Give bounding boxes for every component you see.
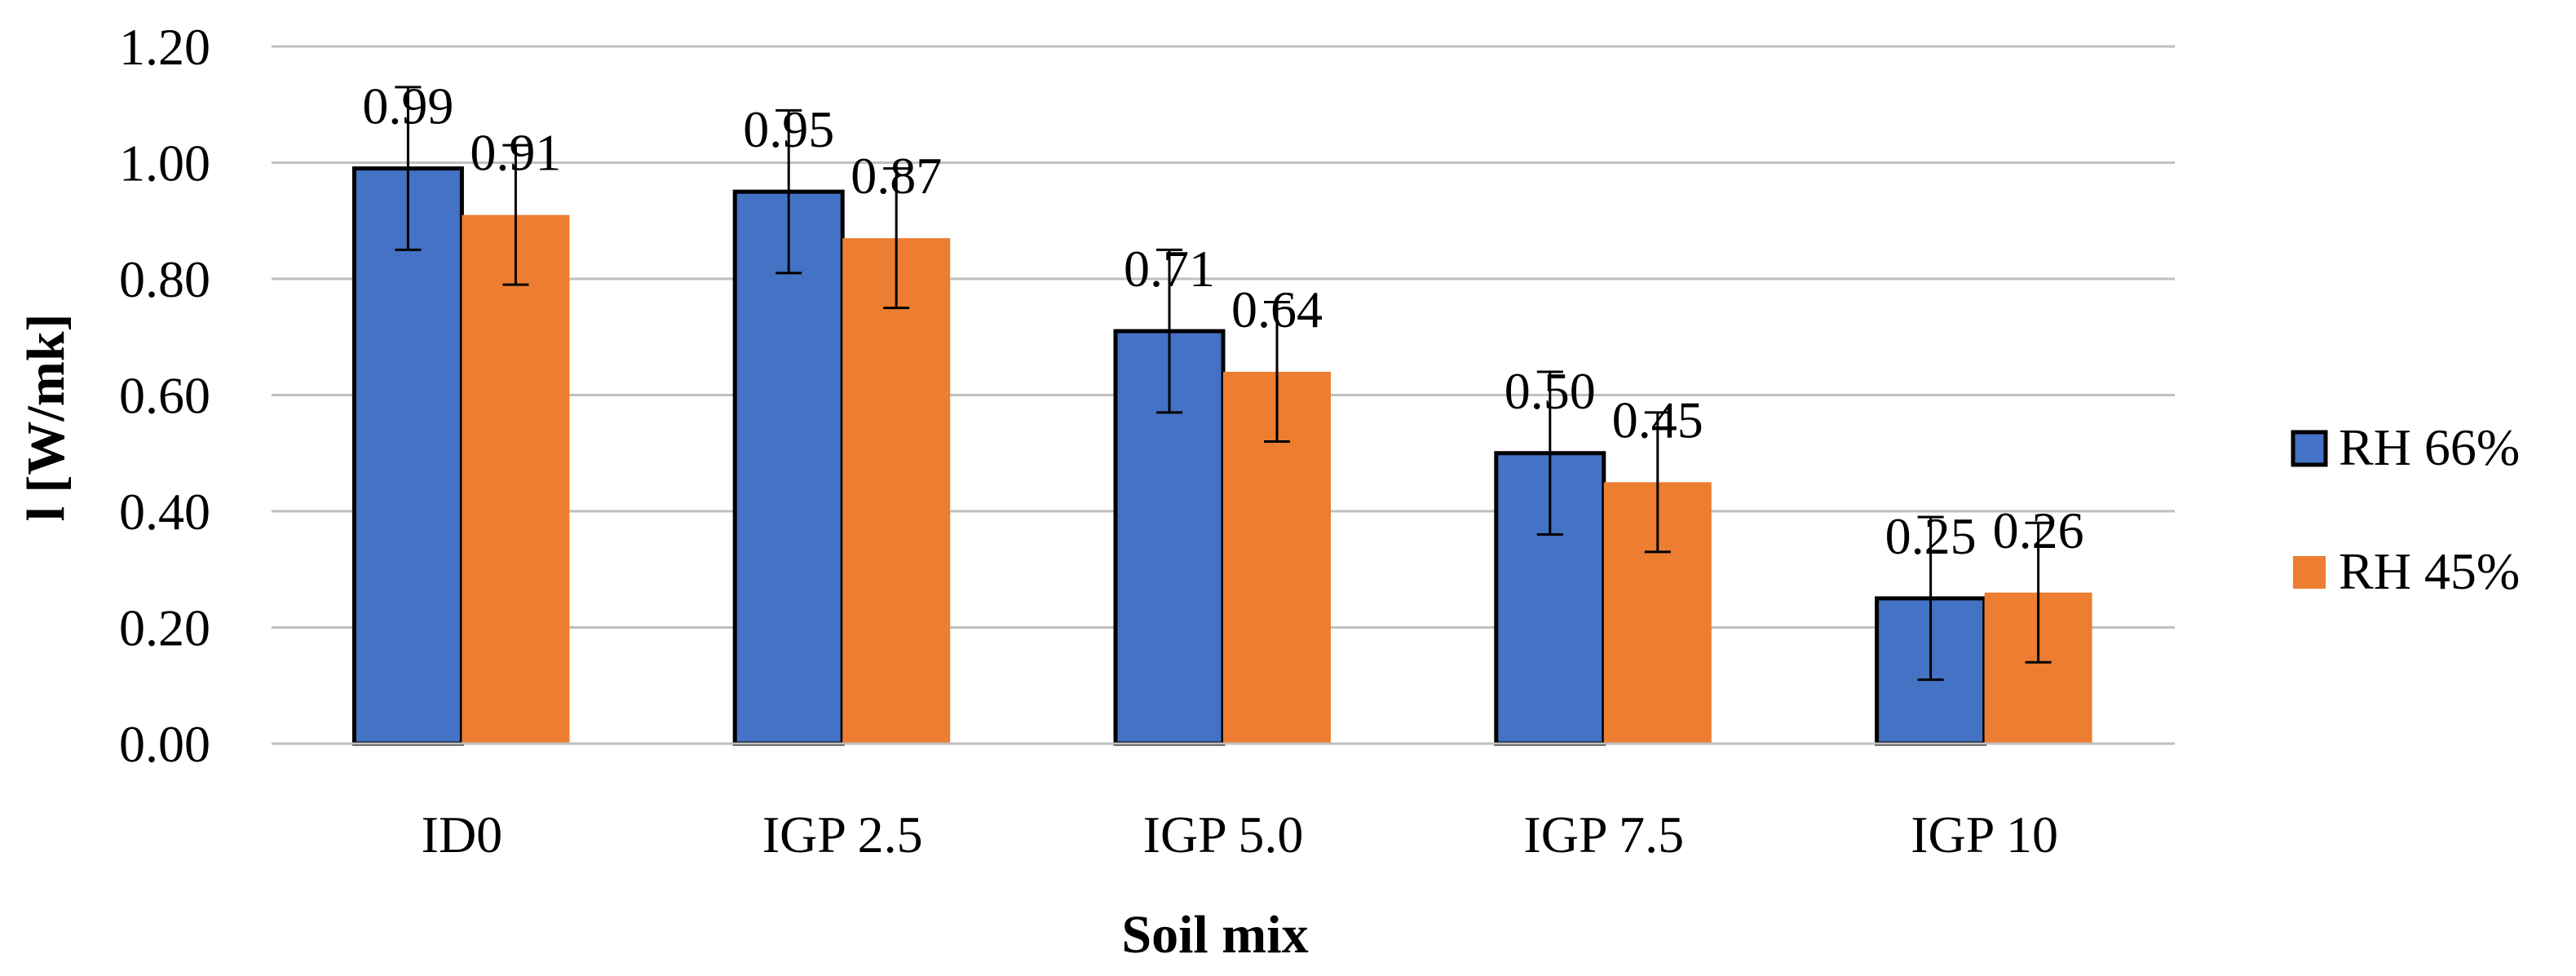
x-category-label: IGP 7.5: [1523, 806, 1684, 863]
y-tick-label: 0.40: [119, 483, 210, 541]
legend-label-rh-66: RH 66%: [2339, 418, 2520, 476]
y-tick-label: 0.80: [119, 250, 210, 308]
y-tick-label: 0.00: [119, 715, 210, 773]
data-label: 0.95: [743, 100, 834, 158]
x-category-label: IGP 10: [1911, 806, 2058, 863]
data-labels: 0.99 0.91 0.95 0.87 0.71 0.64 0.50 0.45 0.25 0.26: [362, 77, 2083, 565]
data-label: 0.45: [1612, 391, 1703, 448]
bar-rh-66--0: [351, 166, 464, 746]
y-tick-label: 0.20: [119, 599, 210, 657]
y-tick-label: 0.60: [119, 367, 210, 425]
legend-label-rh-45: RH 45%: [2339, 542, 2520, 600]
data-label: 0.64: [1231, 280, 1323, 338]
legend-swatch-rh-45: [2293, 556, 2326, 589]
data-label: 0.71: [1124, 240, 1215, 298]
data-label: 0.50: [1505, 362, 1596, 420]
x-axis-categories: ID0 IGP 2.5 IGP 5.0 IGP 7.5 IGP 10: [422, 806, 2058, 863]
legend-swatch-rh-66: [2291, 430, 2328, 467]
bars: [351, 166, 2092, 746]
legend: RH 66% RH 45%: [2291, 418, 2520, 600]
y-tick-label: 1.20: [119, 18, 210, 76]
y-axis-title: l [W/mk]: [16, 314, 76, 522]
y-tick-label: 1.00: [119, 135, 210, 192]
data-label: 0.25: [1885, 507, 1977, 565]
data-label: 0.87: [851, 147, 942, 205]
x-category-label: ID0: [422, 806, 503, 863]
bar-rh-66--1: [732, 189, 845, 746]
error-bars: [395, 86, 2052, 682]
bar-rh-45--1: [842, 238, 951, 744]
bar-rh-45--0: [462, 214, 570, 744]
x-axis-title: Soil mix: [1121, 905, 1308, 965]
data-label: 0.26: [1993, 501, 2084, 559]
data-label: 0.99: [362, 77, 453, 135]
data-label: 0.91: [470, 124, 561, 182]
x-category-label: IGP 5.0: [1143, 806, 1304, 863]
y-axis-ticks: 0.00 0.20 0.40 0.60 0.80 1.00 1.20: [119, 18, 210, 773]
x-category-label: IGP 2.5: [762, 806, 923, 863]
